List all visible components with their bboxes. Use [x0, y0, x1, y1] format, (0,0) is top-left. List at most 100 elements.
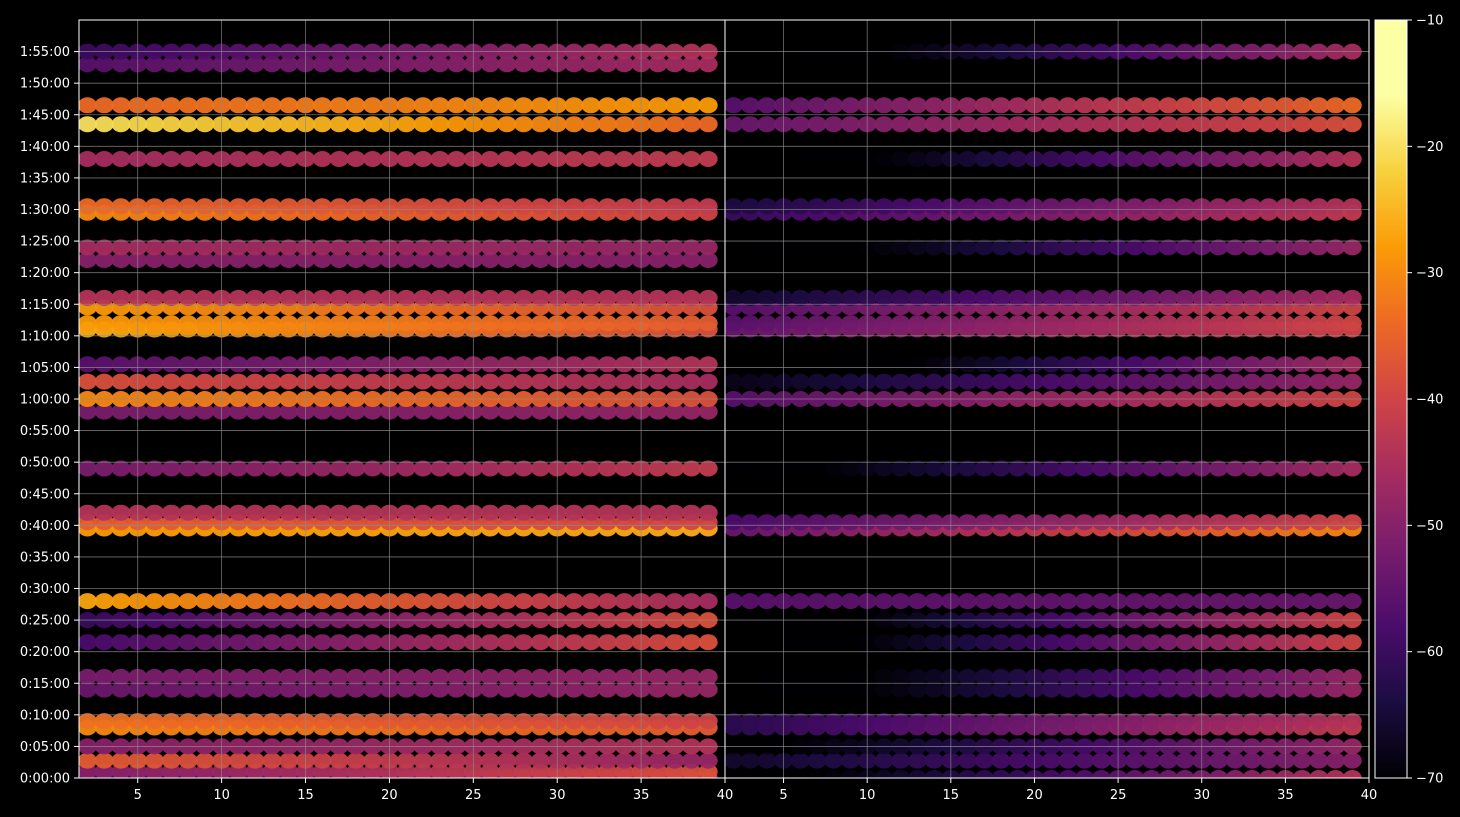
heatmap-cell	[94, 239, 114, 256]
heatmap-cell	[681, 403, 701, 420]
heatmap-cell	[447, 403, 466, 420]
heatmap-cell	[1008, 593, 1028, 610]
heatmap-cell	[1175, 239, 1195, 256]
heatmap-cell	[874, 315, 894, 332]
heatmap-cell	[1242, 514, 1262, 531]
heatmap-cell	[874, 770, 894, 778]
heatmap-cell	[1326, 356, 1345, 373]
heatmap-cell	[1058, 198, 1078, 215]
heatmap-cell	[363, 668, 383, 685]
heatmap-cell	[262, 593, 282, 610]
heatmap-cell	[564, 403, 584, 420]
heatmap-cell	[790, 713, 810, 730]
heatmap-cell	[757, 97, 777, 114]
heatmap-cell	[665, 356, 685, 373]
heatmap-cell	[698, 116, 718, 133]
heatmap-cell	[874, 289, 894, 306]
heatmap-cell	[1041, 681, 1061, 698]
heatmap-cell	[924, 681, 944, 698]
heatmap-cell	[396, 116, 416, 133]
heatmap-cell	[891, 373, 911, 390]
heatmap-cell	[1242, 239, 1262, 256]
heatmap-cell	[1075, 514, 1095, 531]
heatmap-cell	[346, 668, 366, 685]
heatmap-cell	[530, 252, 550, 268]
heatmap-cell	[312, 403, 332, 420]
heatmap-cell	[480, 239, 500, 256]
heatmap-cell	[1342, 668, 1362, 685]
heatmap-cell	[1008, 668, 1028, 685]
heatmap-cell	[1158, 356, 1178, 373]
heatmap-cell	[841, 514, 860, 531]
heatmap-cell	[178, 252, 198, 268]
heatmap-cell	[346, 681, 366, 698]
heatmap-cell	[245, 593, 265, 610]
heatmap-cell	[279, 97, 299, 114]
heatmap-cell	[1326, 97, 1345, 114]
heatmap-cell	[312, 97, 332, 114]
heatmap-cell	[79, 239, 97, 256]
heatmap-cell	[363, 403, 383, 420]
heatmap-cell	[1125, 752, 1145, 769]
heatmap-cell	[581, 56, 601, 73]
heatmap-cell	[1259, 668, 1279, 685]
heatmap-cell	[1259, 239, 1279, 256]
heatmap-cell	[681, 315, 701, 332]
heatmap-cell	[312, 252, 332, 268]
heatmap-cell	[1158, 770, 1178, 778]
heatmap-cell	[1225, 97, 1245, 114]
heatmap-cell	[564, 315, 584, 332]
heatmap-cell	[413, 460, 433, 477]
heatmap-cell	[1259, 198, 1279, 215]
heatmap-cell	[161, 151, 181, 167]
heatmap-cell	[790, 668, 810, 685]
heatmap-cell	[841, 373, 860, 390]
heatmap-cell	[598, 593, 617, 610]
heatmap-cell	[1209, 593, 1228, 610]
heatmap-cell	[1326, 752, 1345, 769]
heatmap-cell	[1158, 668, 1178, 685]
heatmap-cell	[413, 315, 433, 332]
heatmap-cell	[581, 289, 601, 306]
heatmap-cell	[1142, 634, 1161, 651]
heatmap-cell	[1008, 151, 1028, 167]
heatmap-cell	[195, 668, 215, 685]
heatmap-cell	[1008, 315, 1028, 332]
heatmap-cell	[1125, 315, 1145, 332]
heatmap-cell	[874, 460, 894, 477]
heatmap-cell	[725, 289, 743, 306]
heatmap-cell	[396, 681, 416, 698]
heatmap-cell	[581, 151, 601, 167]
heatmap-cell	[907, 373, 927, 390]
heatmap-cell	[991, 289, 1011, 306]
heatmap-cell	[480, 373, 500, 390]
heatmap-cell	[1125, 668, 1145, 685]
heatmap-cell	[94, 56, 114, 73]
heatmap-cell	[1091, 460, 1111, 477]
heatmap-cell	[614, 713, 634, 730]
heatmap-cell	[79, 116, 97, 133]
heatmap-cell	[447, 634, 466, 651]
heatmap-cell	[195, 681, 215, 698]
heatmap-cell	[195, 315, 215, 332]
heatmap-cell	[161, 681, 181, 698]
heatmap-cell	[145, 593, 164, 610]
heatmap-cell	[598, 668, 617, 685]
heatmap-cell	[178, 116, 198, 133]
heatmap-cell	[1158, 289, 1178, 306]
heatmap-cell	[790, 681, 810, 698]
heatmap-cell	[363, 315, 383, 332]
heatmap-cell	[665, 752, 685, 769]
heatmap-cell	[757, 514, 777, 531]
heatmap-cell	[1242, 460, 1262, 477]
heatmap-cell	[681, 356, 701, 373]
heatmap-cell	[807, 315, 827, 332]
colorbar-gradient	[1375, 20, 1407, 778]
x-tick-label: 15	[943, 788, 960, 803]
heatmap-cell	[958, 713, 977, 730]
heatmap-cell	[824, 373, 844, 390]
heatmap-cell	[698, 97, 718, 114]
heatmap-cell	[396, 315, 416, 332]
heatmap-cell	[279, 373, 299, 390]
heatmap-cell	[497, 315, 517, 332]
